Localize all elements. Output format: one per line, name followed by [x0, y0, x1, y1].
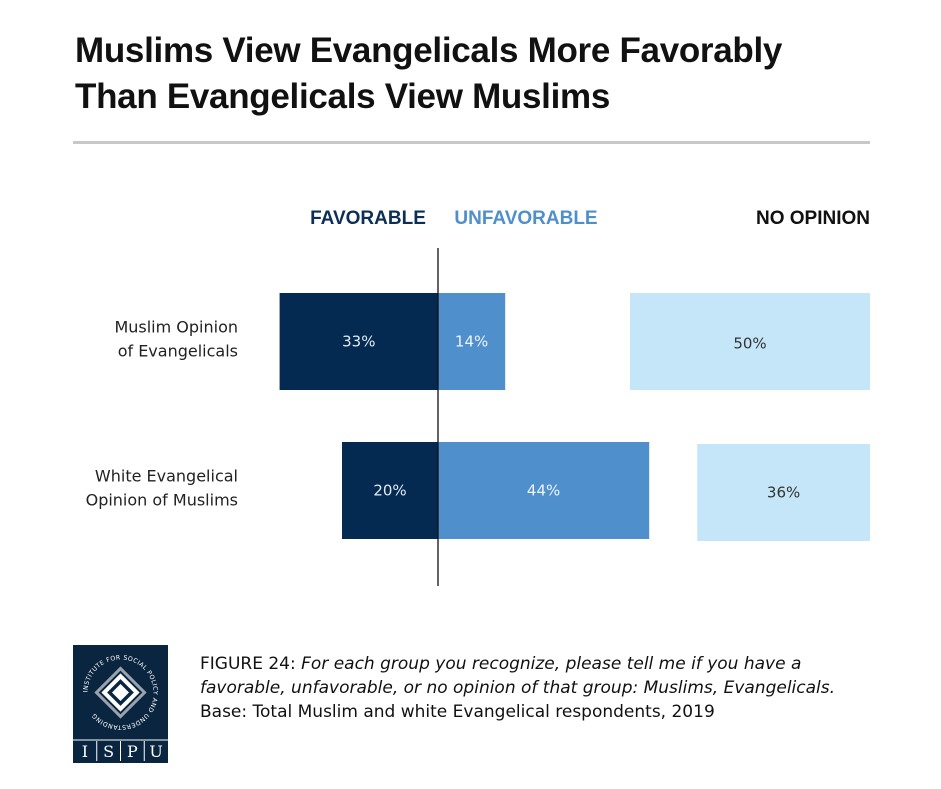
category-label: Opinion of Muslims: [86, 491, 238, 510]
figure-label: FIGURE 24: [200, 654, 290, 674]
figure-question: For each group you recognize, please tel…: [200, 654, 836, 698]
legend-favorable: FAVORABLE: [310, 208, 426, 229]
logo-letter: P: [127, 742, 138, 761]
bar-unfavorable: [438, 442, 650, 539]
title-line-1: Muslims View Evangelicals More Favorably: [75, 31, 783, 70]
data-label-no-opinion: 36%: [767, 484, 800, 502]
figure-caption: FIGURE 24: For each group you recognize,…: [200, 654, 836, 722]
data-label-unfavorable: 14%: [455, 333, 488, 351]
figure-base: Base: Total Muslim and white Evangelical…: [200, 702, 715, 722]
title-line-2: Than Evangelicals View Muslims: [75, 77, 611, 116]
legend-no-opinion: NO OPINION: [756, 208, 870, 229]
title-divider: [73, 141, 870, 144]
bar-no-opinion: [630, 293, 870, 390]
bar-favorable: [342, 442, 438, 539]
data-label-no-opinion: 50%: [733, 335, 766, 353]
bar-no-opinion: [697, 444, 870, 541]
category-label: White Evangelical: [95, 467, 238, 486]
ispu-logo: INSTITUTE FOR SOCIAL POLICY AND UNDERSTA…: [73, 645, 168, 763]
bar-favorable: [279, 293, 438, 390]
legend-unfavorable: UNFAVORABLE: [454, 208, 597, 229]
diverging-bar-chart: FAVORABLE UNFAVORABLE NO OPINION 33% 14% 50% M…: [86, 208, 870, 586]
logo-letter: I: [82, 742, 88, 761]
bar-unfavorable: [438, 293, 506, 390]
chart-title: Muslims View Evangelicals More Favorably…: [75, 28, 895, 120]
figure-footer: INSTITUTE FOR SOCIAL POLICY AND UNDERSTA…: [73, 645, 873, 765]
logo-letter: S: [103, 742, 114, 761]
category-label: of Evangelicals: [118, 342, 238, 361]
data-label-favorable: 20%: [373, 482, 406, 500]
logo-letter: U: [149, 742, 162, 761]
data-label-unfavorable: 44%: [527, 482, 560, 500]
category-label: Muslim Opinion: [114, 318, 238, 337]
data-label-favorable: 33%: [342, 333, 375, 351]
